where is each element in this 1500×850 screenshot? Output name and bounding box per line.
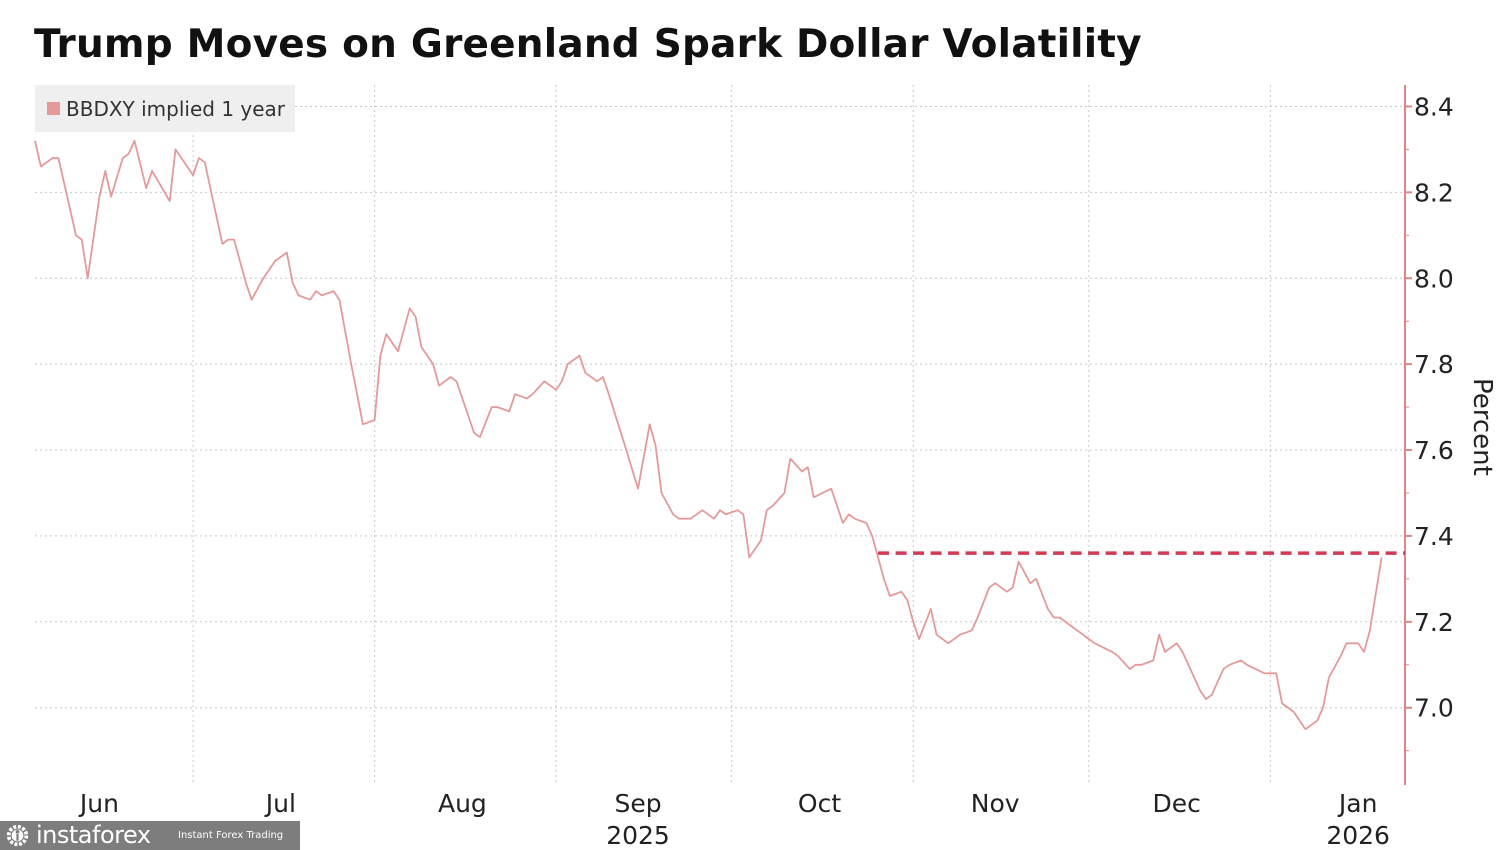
- y-tick-label: 8.2: [1414, 178, 1454, 207]
- x-tick-year-label: 2026: [1326, 821, 1390, 850]
- x-tick-label: Sep: [614, 789, 661, 818]
- x-tick-label: Jul: [264, 789, 296, 818]
- y-tick-label: 7.8: [1414, 350, 1454, 379]
- x-tick-label: Aug: [438, 789, 487, 818]
- legend-swatch: [47, 102, 60, 115]
- legend-label: BBDXY implied 1 year: [66, 96, 286, 121]
- y-tick-label: 8.0: [1414, 264, 1454, 293]
- y-tick-label: 7.2: [1414, 608, 1454, 637]
- y-axis-label: Percent: [1467, 378, 1497, 476]
- x-tick-label: Jun: [78, 789, 119, 818]
- gear-logo-icon: [6, 824, 29, 847]
- y-tick-label: 7.0: [1414, 694, 1454, 723]
- x-tick-label: Dec: [1152, 789, 1200, 818]
- chart-title: Trump Moves on Greenland Spark Dollar Vo…: [34, 22, 1142, 67]
- series-line: [34, 139, 1383, 731]
- y-tick-label: 7.6: [1414, 436, 1454, 465]
- x-tick-label: Nov: [971, 789, 1020, 818]
- x-tick-label: Oct: [798, 789, 841, 818]
- y-tick-label: 7.4: [1414, 522, 1454, 551]
- watermark-name: instaforex: [36, 821, 151, 849]
- legend: BBDXY implied 1 year: [35, 85, 295, 132]
- y-tick-label: 8.4: [1414, 92, 1454, 121]
- x-tick-label: Jan: [1337, 789, 1378, 818]
- x-tick-year-label: 2025: [606, 821, 670, 850]
- watermark-tagline: Instant Forex Trading: [178, 830, 284, 841]
- watermark: instaforex Instant Forex Trading: [0, 821, 300, 850]
